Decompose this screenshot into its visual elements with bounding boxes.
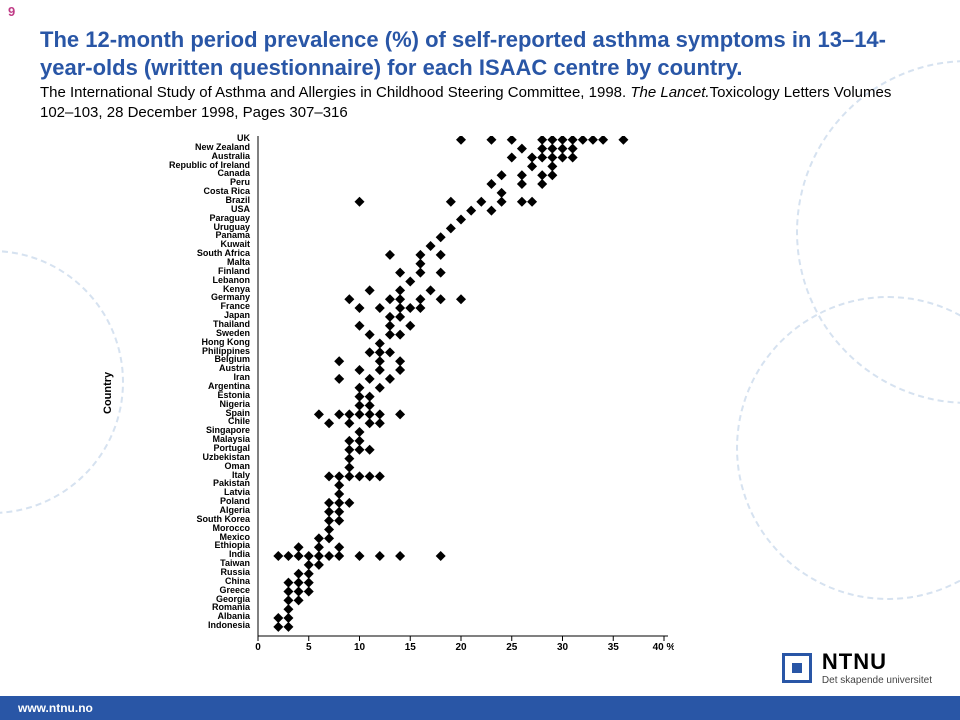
- decor-circle: [736, 296, 960, 600]
- yaxis-label: Country: [102, 372, 114, 414]
- svg-text:15: 15: [405, 642, 417, 653]
- page-number: 9: [8, 4, 15, 19]
- svg-text:30: 30: [557, 642, 569, 653]
- svg-text:0: 0: [255, 642, 261, 653]
- ntnu-logo: NTNU Det skapende universitet: [782, 649, 932, 686]
- footer-bar: www.ntnu.no: [0, 696, 960, 720]
- svg-text:5: 5: [306, 642, 312, 653]
- logo-text: NTNU: [822, 649, 932, 675]
- title-block: The 12-month period prevalence (%) of se…: [40, 26, 920, 122]
- svg-text:35: 35: [608, 642, 620, 653]
- footer-url: www.ntnu.no: [18, 701, 93, 715]
- chart: Country UKNew ZealandAustraliaRepublic o…: [130, 136, 730, 676]
- svg-text:10: 10: [354, 642, 366, 653]
- scatter-plot: 0 5 10 15 20 25 30 35 40 %: [254, 136, 674, 656]
- svg-text:25: 25: [506, 642, 518, 653]
- svg-text:40 %: 40 %: [653, 642, 674, 653]
- svg-text:20: 20: [455, 642, 467, 653]
- slide-citation: The International Study of Asthma and Al…: [40, 83, 920, 122]
- slide: 9 The 12-month period prevalence (%) of …: [0, 0, 960, 720]
- logo-subtext: Det skapende universitet: [822, 675, 932, 686]
- slide-title: The 12-month period prevalence (%) of se…: [40, 26, 920, 81]
- logo-icon: [782, 653, 812, 683]
- country-label: Indonesia: [208, 621, 250, 630]
